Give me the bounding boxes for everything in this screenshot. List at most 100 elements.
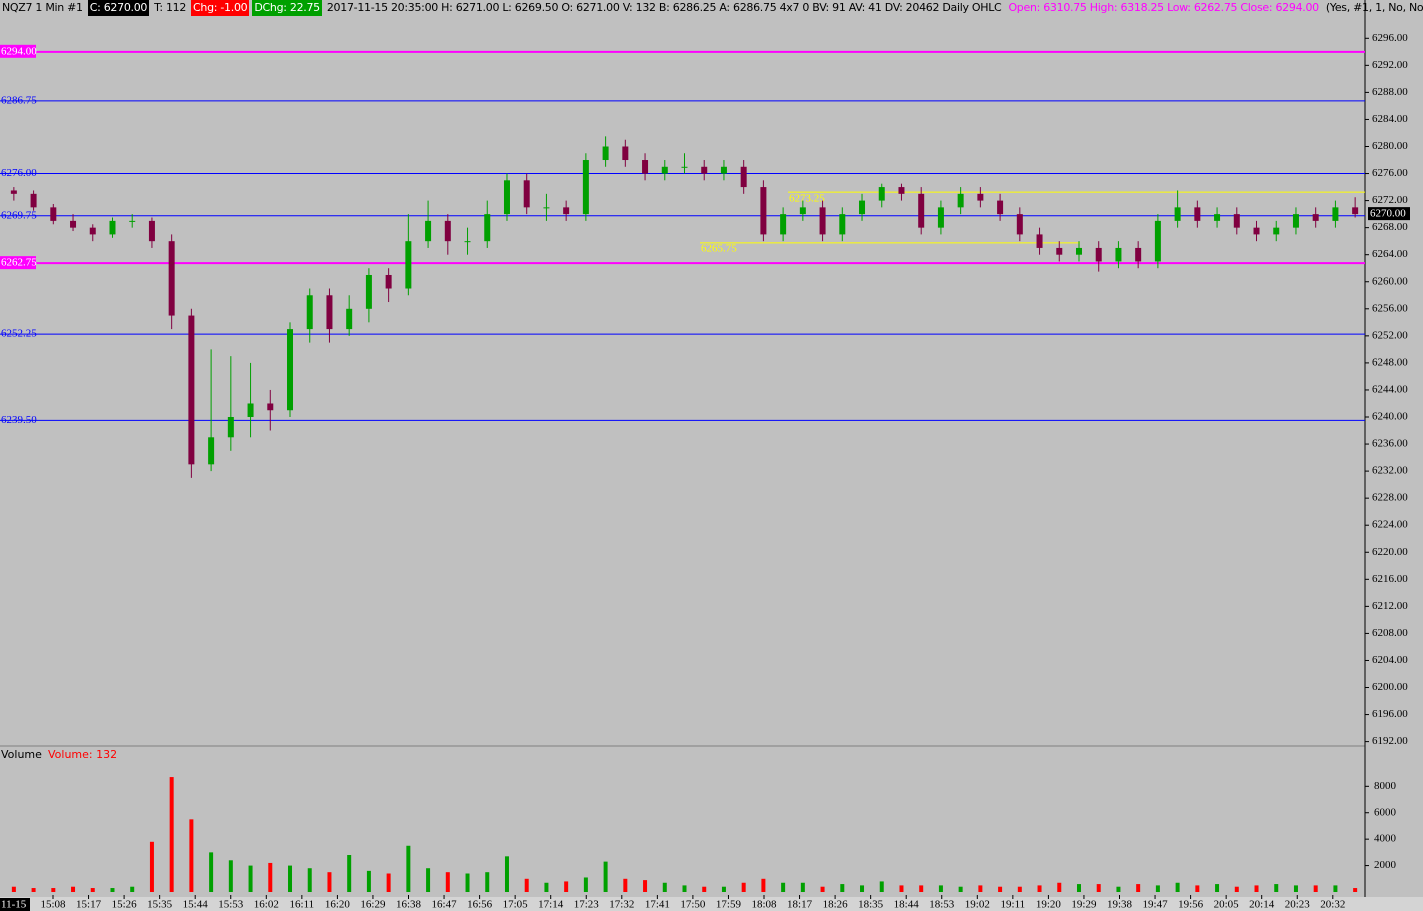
candle-body: [543, 207, 550, 209]
volume-bar: [307, 868, 312, 892]
v-tick-label: 6000: [1374, 806, 1397, 818]
volume-bar: [31, 888, 36, 892]
candle-body: [109, 220, 116, 235]
volume-bar: [998, 886, 1003, 892]
candle-body: [346, 308, 353, 330]
candle: [1273, 220, 1280, 242]
candle: [642, 153, 649, 181]
y-tick-label: 6268.00: [1372, 221, 1408, 233]
x-tick-label: 17:14: [538, 899, 564, 911]
x-tick-label: 16:02: [254, 899, 279, 911]
candle-body: [760, 187, 767, 235]
candle-body: [148, 220, 155, 242]
candle: [405, 214, 412, 296]
candle: [1292, 207, 1299, 235]
candle-body: [1075, 247, 1082, 255]
x-tick-label: 19:20: [1036, 899, 1062, 911]
last-price-bg: [1368, 207, 1410, 221]
x-tick-label: 19:47: [1143, 899, 1169, 911]
candle: [30, 190, 37, 211]
header-item: T: 112: [154, 1, 187, 14]
volume-bar: [623, 878, 628, 892]
candle: [1194, 200, 1201, 228]
header-bar: NQZ7 1 Min #1 C: 6270.00 T: 112 Chg: -1.00 D…: [0, 0, 1423, 16]
volume-bar: [1076, 884, 1081, 892]
candle-body: [997, 200, 1004, 215]
candle-body: [1154, 220, 1161, 262]
candle: [10, 187, 17, 201]
candle-body: [819, 207, 826, 235]
volume-bar: [1313, 885, 1318, 892]
last-price-label: 6270.00: [1370, 208, 1406, 220]
x-tick-label: 19:29: [1071, 899, 1097, 911]
candle: [819, 200, 826, 242]
candle-body: [129, 220, 136, 222]
candle: [129, 214, 136, 228]
y-tick-label: 6280.00: [1372, 140, 1408, 152]
candle: [70, 214, 77, 232]
header-item: NQZ7 1 Min #1: [2, 1, 83, 14]
header-item: Open: 6310.75 High: 6318.25 Low: 6262.75…: [1008, 1, 1319, 14]
volume-bar: [840, 884, 845, 892]
date-label-bg: [0, 898, 30, 911]
volume-bar: [71, 886, 76, 892]
level-label: 6262.75: [1, 257, 37, 269]
volume-bar: [130, 886, 135, 892]
candle: [346, 295, 353, 336]
candle: [523, 173, 530, 215]
y-tick-label: 6276.00: [1372, 167, 1408, 179]
v-tick-label: 4000: [1374, 833, 1397, 845]
candle: [937, 200, 944, 235]
x-tick-label: 16:11: [290, 899, 315, 911]
candle: [681, 153, 688, 174]
x-tick-label: 17:32: [609, 899, 634, 911]
volume-bar: [1136, 884, 1141, 892]
candle-body: [1174, 207, 1181, 221]
candle: [1253, 220, 1260, 242]
candle-body: [1312, 214, 1319, 221]
volume-bar: [662, 882, 667, 892]
candle-body: [1273, 227, 1280, 235]
volume-bar: [958, 886, 963, 892]
candle: [109, 217, 116, 238]
x-tick-label: 18:17: [787, 899, 813, 911]
candle: [582, 153, 589, 221]
candle: [287, 322, 294, 418]
y-tick-label: 6224.00: [1372, 519, 1408, 531]
volume-bar: [1215, 884, 1220, 892]
candle: [503, 173, 510, 221]
y-tick-label: 6212.00: [1372, 600, 1408, 612]
header-item: C: 6270.00: [87, 0, 150, 16]
volume-bar: [504, 856, 509, 892]
volume-bar: [524, 878, 529, 892]
candle-body: [681, 166, 688, 168]
candle-body: [1292, 214, 1299, 228]
y-tick-label: 6228.00: [1372, 492, 1408, 504]
volume-bar: [544, 882, 549, 892]
candle-body: [878, 187, 885, 201]
candle: [563, 200, 570, 221]
x-tick-label: 18:44: [894, 899, 920, 911]
x-tick-label: 15:44: [183, 899, 209, 911]
level-label: 6269.75: [1, 209, 37, 221]
volume-bar: [721, 886, 726, 892]
y-tick-label: 6260.00: [1372, 275, 1408, 287]
candle: [1352, 197, 1359, 218]
candle-body: [859, 200, 866, 215]
candle-body: [247, 403, 254, 418]
level-label: 6239.50: [1, 414, 37, 426]
x-tick-label: 20:05: [1214, 899, 1240, 911]
candle: [1075, 241, 1082, 262]
volume-bar: [228, 860, 233, 892]
volume-bar: [288, 865, 293, 892]
y-tick-label: 6236.00: [1372, 438, 1408, 450]
y-tick-label: 6204.00: [1372, 654, 1408, 666]
y-tick-label: 6264.00: [1372, 248, 1408, 260]
volume-bar: [1057, 882, 1062, 892]
candle-body: [1115, 247, 1122, 262]
volume-bar: [1333, 885, 1338, 892]
volume-bar: [1353, 888, 1358, 892]
candle-body: [720, 166, 727, 174]
volume-bar: [426, 868, 431, 892]
candle: [1115, 241, 1122, 269]
